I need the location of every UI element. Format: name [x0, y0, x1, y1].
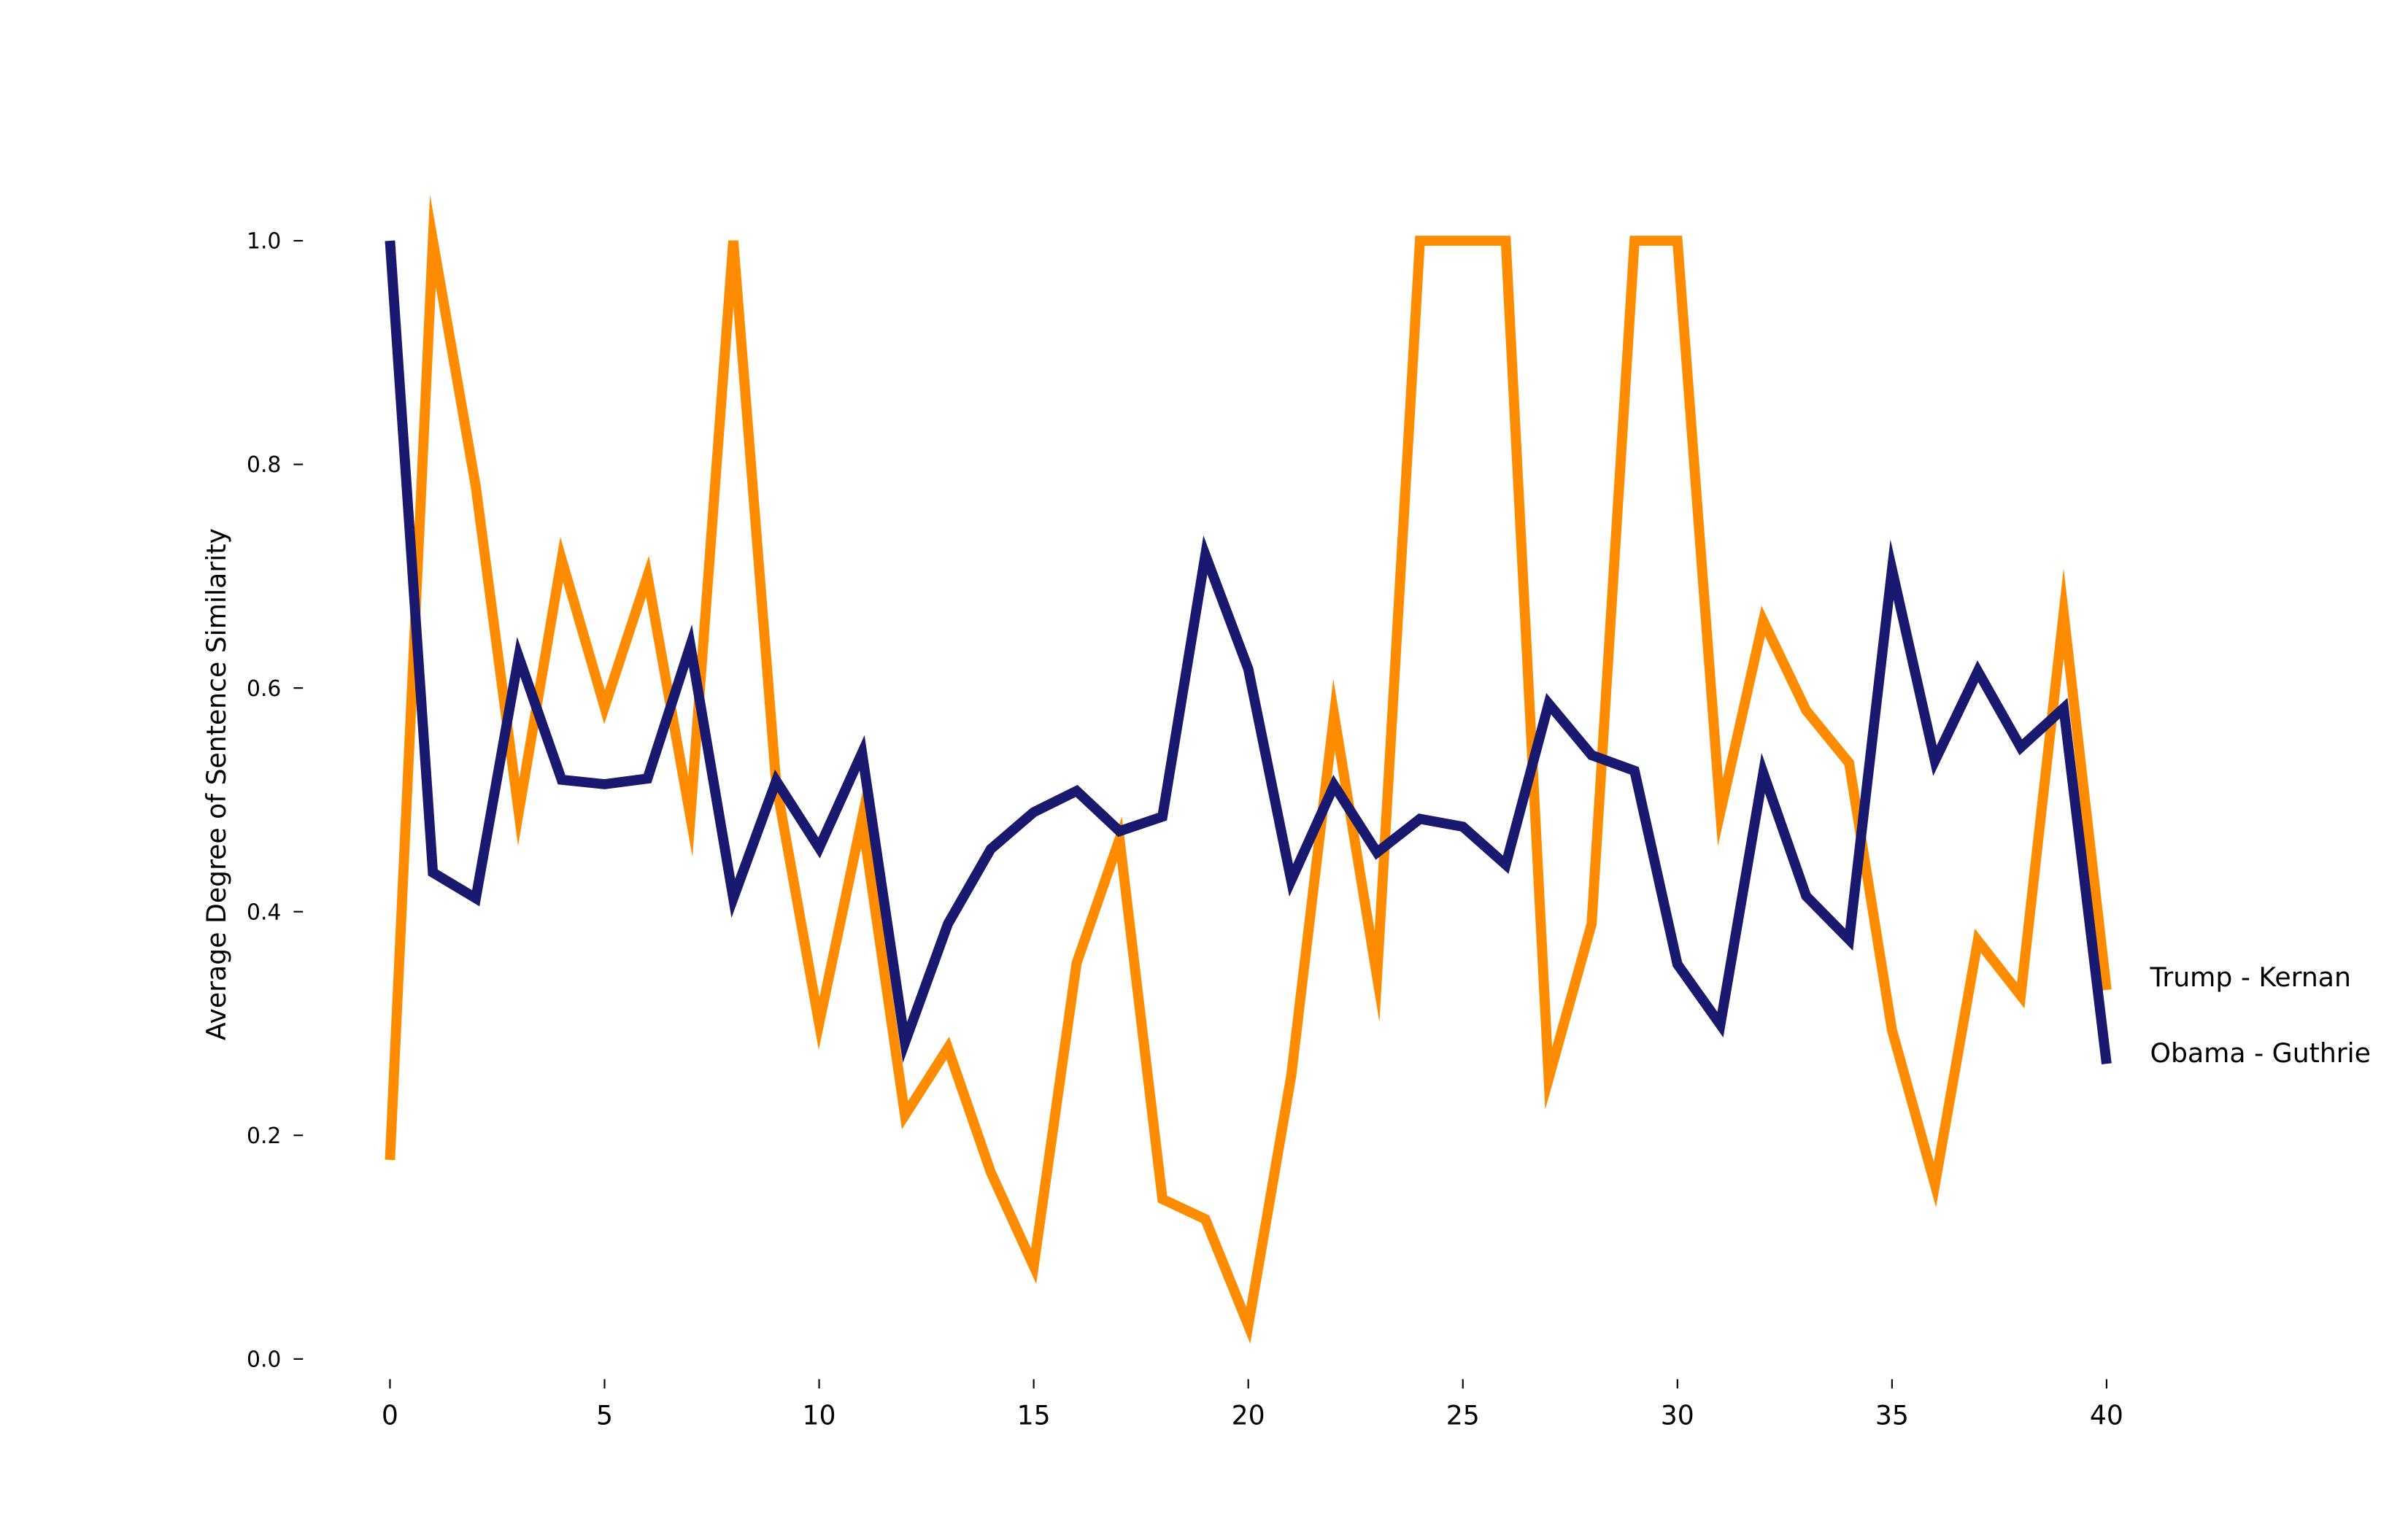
x-tick-label: 20 — [1232, 1399, 1265, 1431]
x-tick-label: 5 — [596, 1399, 613, 1431]
x-tick-label: 35 — [1875, 1399, 1909, 1431]
x-tick-label: 40 — [2090, 1399, 2123, 1431]
x-tick-label: 15 — [1017, 1399, 1051, 1431]
legend-label: Obama - Guthrie — [2150, 1037, 2371, 1069]
legend: Trump - Kernan Obama - Guthrie — [2150, 962, 2371, 1069]
x-tick-label: 30 — [1661, 1399, 1694, 1431]
y-axis: 0.0 0.2 0.4 0.6 0.8 1.0 — [247, 229, 304, 1372]
y-axis-label: Average Degree of Sentence Similarity — [201, 528, 232, 1040]
y-tick-label: 0.8 — [247, 452, 281, 478]
y-tick-label: 0.0 — [247, 1347, 281, 1372]
x-axis: 0 5 10 15 20 25 30 35 40 — [382, 1379, 2123, 1431]
series-lines — [385, 194, 2112, 1344]
x-tick-label: 10 — [803, 1399, 836, 1431]
y-tick-label: 0.4 — [247, 900, 281, 925]
x-tick-label: 0 — [382, 1399, 398, 1431]
x-tick-label: 25 — [1446, 1399, 1480, 1431]
legend-label: Trump - Kernan — [2150, 962, 2351, 993]
y-tick-label: 0.2 — [247, 1123, 281, 1149]
y-tick-label: 1.0 — [247, 229, 281, 255]
series-line-1 — [385, 240, 2112, 1064]
y-tick-label: 0.6 — [247, 676, 281, 702]
